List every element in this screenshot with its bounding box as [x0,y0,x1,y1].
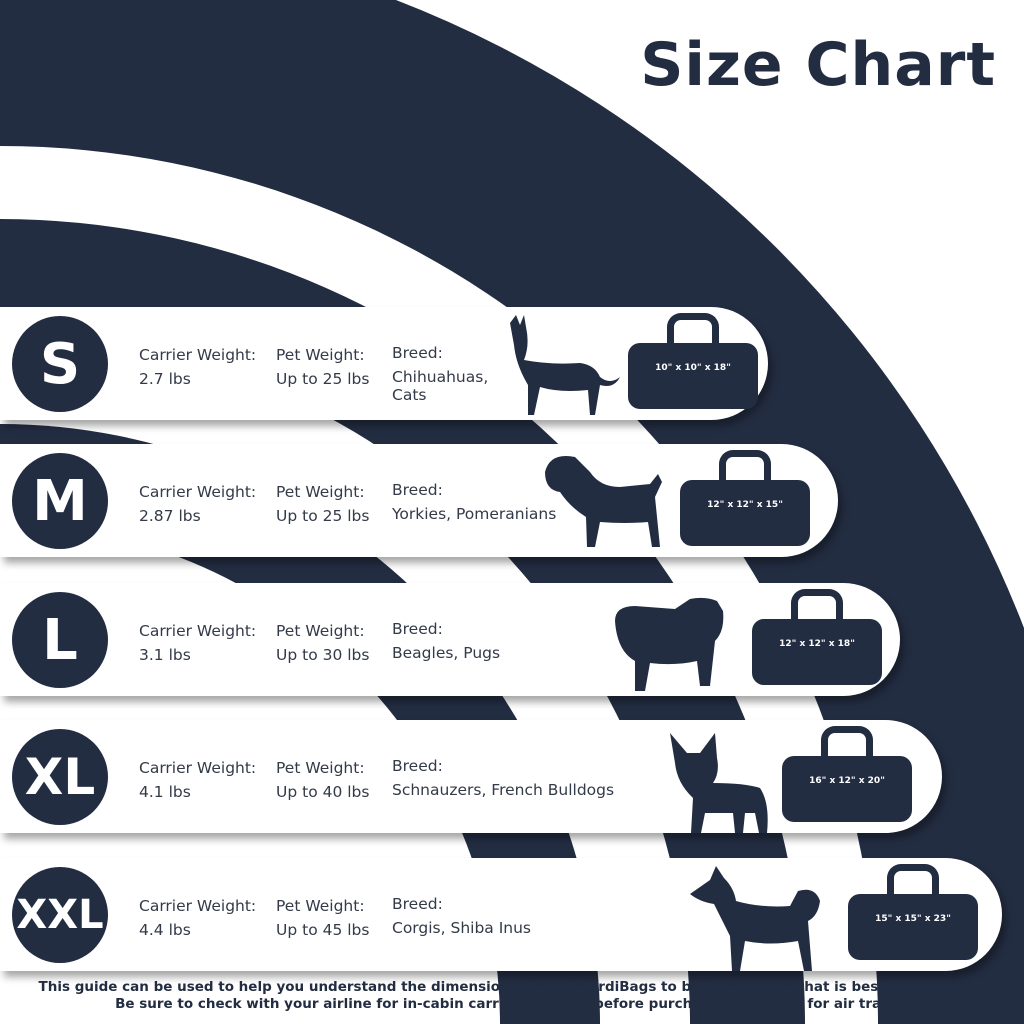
carrier-bag-icon: 10" x 10" x 18" [628,313,758,413]
size-row-l: L Carrier Weight: 3.1 lbs Pet Weight: Up… [0,583,900,696]
pet-weight: Pet Weight: Up to 40 lbs [276,756,369,804]
size-badge: M [12,453,108,549]
breed-label: Breed: [392,895,443,913]
pet-weight-value: Up to 45 lbs [276,921,370,939]
size-badge: S [12,316,108,412]
pet-weight: Pet Weight: Up to 30 lbs [276,619,369,667]
carrier-weight-value: 4.1 lbs [139,783,191,801]
carrier-weight: Carrier Weight: 4.1 lbs [139,756,256,804]
pet-weight: Pet Weight: Up to 25 lbs [276,480,369,528]
breed: Breed: Beagles, Pugs [392,620,632,668]
cat-icon [510,315,620,415]
carrier-bag-icon: 16" x 12" x 20" [782,726,912,826]
breed-label: Breed: [392,481,443,499]
carrier-weight-value: 2.87 lbs [139,507,201,525]
bag-dimensions: 12" x 12" x 18" [779,639,855,649]
carrier-weight-label: Carrier Weight: [139,483,257,501]
carrier-bag-icon: 12" x 12" x 15" [680,450,810,550]
carrier-bag-icon: 15" x 15" x 23" [848,864,978,964]
breed-label: Breed: [392,620,443,638]
pet-weight-label: Pet Weight: [276,346,365,364]
pet-weight-label: Pet Weight: [276,622,365,640]
size-badge: L [12,592,108,688]
carrier-weight-value: 4.4 lbs [139,921,191,939]
carrier-weight: Carrier Weight: 2.87 lbs [139,480,256,528]
terrier-icon [545,456,662,547]
pet-weight: Pet Weight: Up to 25 lbs [276,343,369,391]
breed: Breed: Yorkies, Pomeranians [392,481,632,529]
carrier-weight-label: Carrier Weight: [139,897,257,915]
pet-weight-label: Pet Weight: [276,759,365,777]
size-row-xl: XL Carrier Weight: 4.1 lbs Pet Weight: U… [0,720,942,833]
carrier-bag-icon: 12" x 12" x 18" [752,589,882,689]
pug-icon [615,597,724,691]
carrier-weight-label: Carrier Weight: [139,346,257,364]
pet-weight-value: Up to 25 lbs [276,507,370,525]
breed-value: Schnauzers, French Bulldogs [392,781,615,799]
pet-weight-label: Pet Weight: [276,897,365,915]
size-row-xxl: XXL Carrier Weight: 4.4 lbs Pet Weight: … [0,858,1002,971]
breed-value: Chihuahuas, Cats [392,368,489,404]
pet-weight: Pet Weight: Up to 45 lbs [276,894,369,942]
carrier-weight: Carrier Weight: 4.4 lbs [139,894,256,942]
breed-label: Breed: [392,757,443,775]
shiba-icon [690,866,820,971]
breed-label: Breed: [392,344,443,362]
carrier-weight-label: Carrier Weight: [139,759,257,777]
bag-dimensions: 15" x 15" x 23" [875,914,951,924]
pet-weight-value: Up to 40 lbs [276,783,370,801]
footer-line-1: This guide can be used to help you under… [38,979,986,995]
pet-weight-value: Up to 30 lbs [276,646,370,664]
breed-value: Beagles, Pugs [392,644,501,662]
bag-dimensions: 12" x 12" x 15" [707,500,783,510]
breed-value: Corgis, Shiba Inus [392,919,532,937]
breed: Breed: Corgis, Shiba Inus [392,895,632,943]
size-badge: XXL [12,867,108,963]
pet-weight-value: Up to 25 lbs [276,370,370,388]
size-row-s: S Carrier Weight: 2.7 lbs Pet Weight: Up… [0,307,768,420]
carrier-weight-label: Carrier Weight: [139,622,257,640]
bag-dimensions: 16" x 12" x 20" [809,776,885,786]
french-bulldog-icon [670,733,768,833]
breed: Breed: Schnauzers, French Bulldogs [392,757,632,805]
carrier-weight-value: 3.1 lbs [139,646,191,664]
carrier-weight-value: 2.7 lbs [139,370,191,388]
size-row-m: M Carrier Weight: 2.87 lbs Pet Weight: U… [0,444,838,557]
page-title: Size Chart [640,30,996,100]
carrier-weight: Carrier Weight: 2.7 lbs [139,343,256,391]
carrier-weight: Carrier Weight: 3.1 lbs [139,619,256,667]
breed-value: Yorkies, Pomeranians [392,505,557,523]
bag-dimensions: 10" x 10" x 18" [655,363,731,373]
pet-weight-label: Pet Weight: [276,483,365,501]
footer-line-2: Be sure to check with your airline for i… [115,996,909,1012]
breed: Breed: Chihuahuas, Cats [392,344,502,410]
size-badge: XL [12,729,108,825]
footer-note: This guide can be used to help you under… [0,979,1024,1013]
